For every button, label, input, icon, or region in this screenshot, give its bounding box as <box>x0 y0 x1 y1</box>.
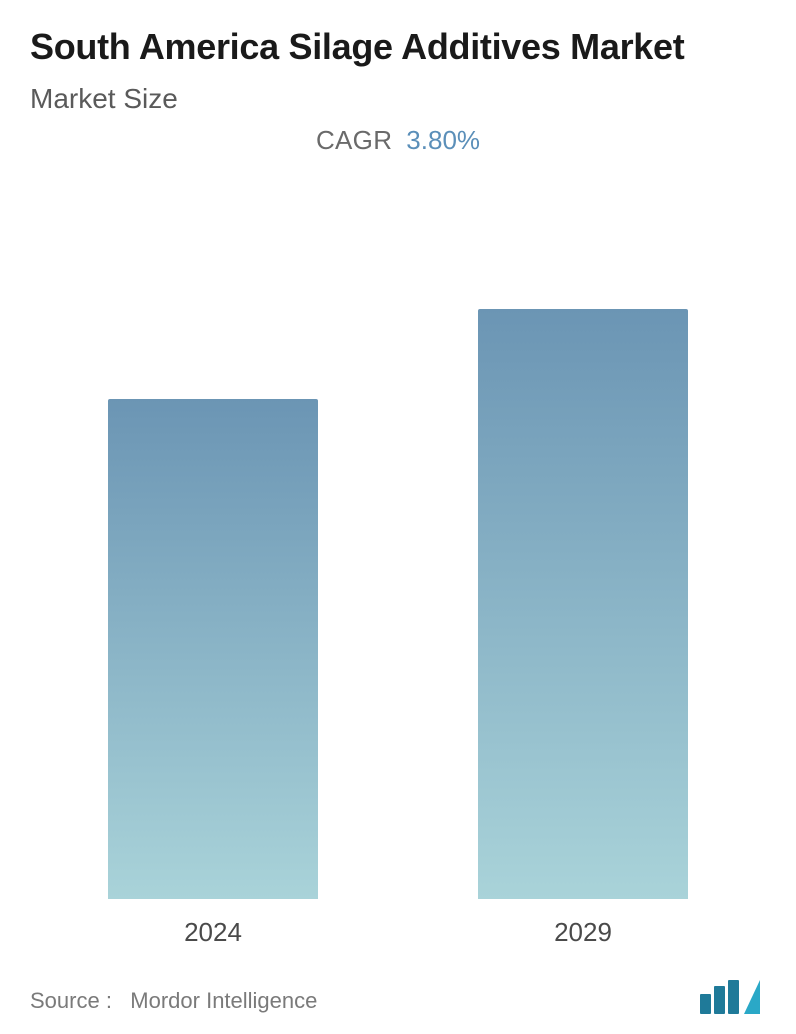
cagr-value: 3.80% <box>406 125 480 156</box>
bar-2029 <box>478 309 688 899</box>
mordor-logo-icon <box>700 980 760 1014</box>
footer: Source : Mordor Intelligence <box>30 980 766 1014</box>
cagr-label: CAGR <box>316 125 392 156</box>
bar-2024 <box>108 399 318 899</box>
source-text: Source : Mordor Intelligence <box>30 988 317 1014</box>
logo-bar-icon <box>728 980 739 1014</box>
bar-label-2024: 2024 <box>184 917 242 948</box>
source-label: Source : <box>30 988 112 1013</box>
chart-container: South America Silage Additives Market Ma… <box>0 0 796 1034</box>
page-title: South America Silage Additives Market <box>30 24 766 69</box>
logo-bar-icon <box>700 994 711 1014</box>
bar-chart: 2024 2029 <box>30 186 766 958</box>
cagr-row: CAGR 3.80% <box>30 125 766 156</box>
logo-bar-icon <box>714 986 725 1014</box>
bar-group-0: 2024 <box>108 399 318 948</box>
bar-group-1: 2029 <box>478 309 688 948</box>
logo-slash-icon <box>744 980 760 1014</box>
source-value: Mordor Intelligence <box>130 988 317 1013</box>
bar-label-2029: 2029 <box>554 917 612 948</box>
page-subtitle: Market Size <box>30 83 766 115</box>
